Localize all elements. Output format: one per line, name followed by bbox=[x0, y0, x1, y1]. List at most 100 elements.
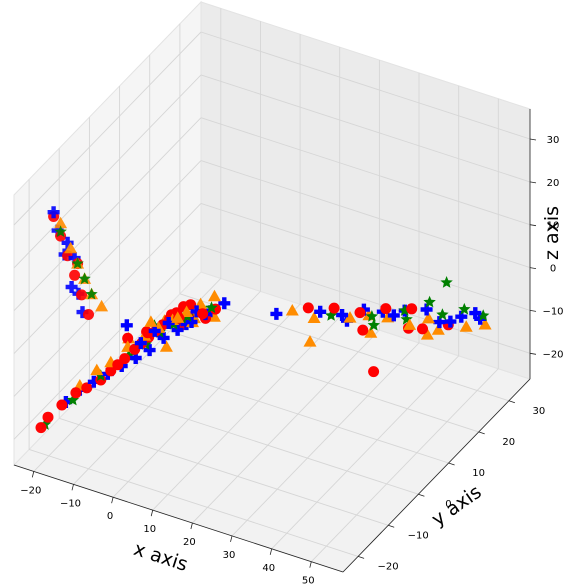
z-tick-mark bbox=[529, 224, 537, 227]
data-point-circle bbox=[119, 353, 131, 365]
grid-line-y bbox=[28, 448, 359, 557]
grid-line-y bbox=[89, 386, 419, 495]
data-point-plus bbox=[76, 306, 89, 319]
y-tick-label: −10 bbox=[408, 530, 429, 541]
data-point-star bbox=[423, 295, 436, 308]
data-point-plus bbox=[314, 305, 327, 318]
data-point-circle bbox=[302, 302, 314, 314]
z-tick-mark bbox=[529, 138, 537, 141]
data-point-plus bbox=[185, 316, 198, 328]
data-point-plus bbox=[47, 206, 60, 219]
grid-line-z bbox=[13, 31, 202, 226]
x-tick-mark bbox=[31, 471, 35, 478]
y-tick-label: −20 bbox=[378, 561, 399, 572]
data-point-triangle bbox=[420, 328, 434, 340]
data-point-circle bbox=[122, 332, 134, 344]
data-point-circle bbox=[81, 382, 93, 394]
data-point-circle bbox=[69, 269, 81, 281]
y-tick-label: 20 bbox=[502, 437, 515, 448]
data-point-triangle bbox=[478, 318, 492, 330]
x-tick-label: 40 bbox=[262, 563, 275, 574]
grid-line-x bbox=[310, 368, 499, 563]
data-point-circle bbox=[357, 324, 369, 336]
data-point-plus bbox=[61, 236, 74, 249]
y-tick-label: 0 bbox=[445, 499, 451, 510]
data-point-triangle bbox=[90, 363, 104, 376]
x-tick-label: 30 bbox=[223, 550, 236, 561]
axis-panes bbox=[13, 0, 531, 573]
grid-line-z bbox=[13, 245, 202, 440]
data-point-triangle bbox=[180, 305, 194, 317]
data-point-star bbox=[85, 287, 98, 300]
data-point-circle bbox=[83, 309, 94, 320]
data-point-plus bbox=[157, 331, 170, 344]
grid-line-x bbox=[112, 303, 301, 498]
data-point-plus bbox=[444, 315, 457, 328]
grid-line-x bbox=[73, 290, 261, 485]
data-point-plus bbox=[162, 317, 175, 329]
data-point-triangle bbox=[343, 311, 357, 323]
y-axis-label: y axis bbox=[428, 481, 486, 531]
y-tick-label: 10 bbox=[472, 468, 485, 479]
data-point-plus bbox=[134, 337, 147, 350]
data-point-triangle bbox=[403, 318, 417, 330]
x-tick-label: −10 bbox=[60, 498, 81, 509]
data-point-star bbox=[365, 310, 379, 322]
x-axis-line bbox=[13, 464, 344, 573]
data-point-plus bbox=[336, 309, 349, 321]
x-tick-mark bbox=[150, 510, 154, 517]
grid-line-y bbox=[179, 293, 510, 402]
grid-line-z bbox=[200, 245, 531, 354]
data-point-plus bbox=[65, 281, 78, 293]
y-tick-label: 30 bbox=[533, 406, 546, 417]
data-point-triangle bbox=[54, 216, 68, 229]
data-point-star bbox=[66, 393, 79, 406]
z-tick-mark bbox=[529, 310, 537, 312]
tick-labels: −20 −10 0 10 20 30 40 50 −20 −10 0 10 20 30 −20 −10 0 10 2… bbox=[20, 135, 563, 587]
grid-line-x bbox=[192, 329, 380, 524]
data-point-triangle bbox=[364, 326, 378, 338]
data-point-triangle bbox=[422, 311, 435, 324]
data-point-triangle bbox=[207, 310, 221, 322]
x-tick-label: 0 bbox=[107, 511, 113, 522]
data-point-plus bbox=[143, 344, 156, 357]
grid-line-x bbox=[152, 316, 341, 511]
data-point-plus bbox=[469, 307, 482, 320]
z-tick-mark bbox=[529, 181, 537, 184]
data-point-circle bbox=[406, 303, 418, 315]
data-point-circle bbox=[42, 411, 54, 423]
data-point-triangle bbox=[159, 340, 173, 352]
data-point-circle bbox=[197, 308, 209, 320]
data-point-star bbox=[477, 309, 490, 321]
data-point-plus bbox=[218, 297, 231, 310]
z-tick-label: −10 bbox=[542, 306, 563, 317]
grid-line-x bbox=[271, 355, 460, 550]
z-tick-label: 20 bbox=[547, 178, 560, 189]
grid-line-x bbox=[231, 342, 420, 537]
data-point-plus bbox=[433, 316, 446, 329]
data-point-triangle bbox=[208, 289, 221, 302]
data-point-plus bbox=[171, 323, 184, 336]
data-point-triangle bbox=[381, 310, 395, 323]
z-tick-label: 10 bbox=[547, 221, 560, 232]
data-point-star bbox=[436, 308, 449, 320]
x-tick-label: −20 bbox=[20, 485, 41, 496]
data-point-plus bbox=[129, 352, 142, 364]
x-tick-mark bbox=[309, 561, 312, 568]
data-point-circle bbox=[185, 299, 197, 311]
grid-line-z bbox=[200, 160, 531, 269]
data-point-triangle bbox=[431, 323, 445, 335]
data-point-plus bbox=[420, 303, 433, 316]
y-axis-line bbox=[342, 378, 531, 573]
x-tick-mark bbox=[230, 535, 233, 542]
grid-lines bbox=[13, 8, 531, 563]
data-point-plus bbox=[148, 324, 161, 337]
data-point-circle bbox=[70, 387, 82, 399]
data-point-circle bbox=[417, 323, 428, 335]
data-point-circle bbox=[328, 302, 340, 314]
z-tick-mark bbox=[529, 352, 537, 355]
data-point-triangle bbox=[144, 315, 158, 327]
data-point-circle bbox=[380, 303, 392, 315]
data-point-plus bbox=[455, 310, 468, 323]
grid-line-z bbox=[13, 203, 202, 397]
